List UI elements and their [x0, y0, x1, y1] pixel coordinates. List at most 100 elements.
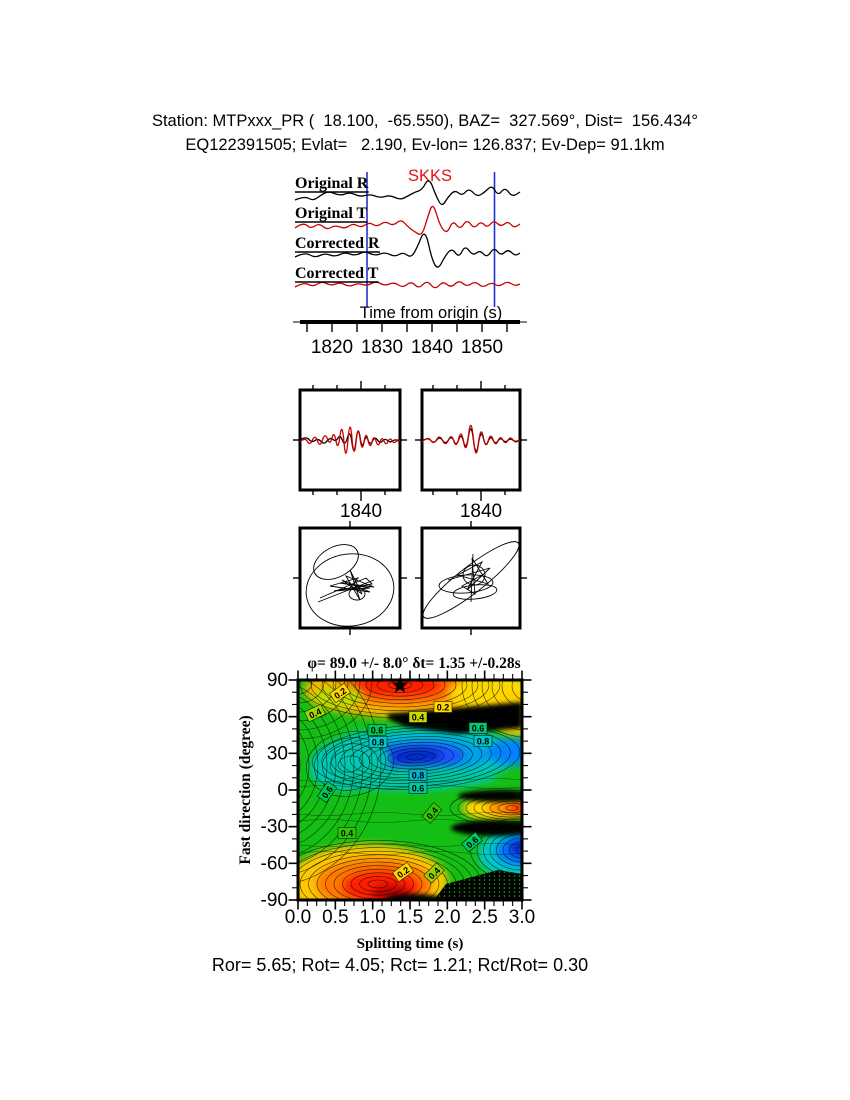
- contour-label-box: [473, 735, 493, 747]
- contour-line: [310, 680, 490, 715]
- contour-label-box: [423, 862, 445, 884]
- contour-line: [521, 683, 522, 689]
- contour-line: [298, 843, 474, 900]
- hodogram-curves: [305, 541, 520, 627]
- contour-line: [298, 749, 301, 781]
- contour-value-label: 0.6: [367, 724, 387, 736]
- contour-line: [378, 744, 454, 770]
- hodo-scribble: [317, 579, 375, 603]
- solution-title: φ= 89.0 +/- 8.0° δt= 1.35 +/-0.28s: [307, 655, 520, 672]
- contour-line: [354, 680, 446, 701]
- y-tick-label: -60: [261, 853, 288, 874]
- contour-line: [376, 680, 424, 693]
- contour-line: [461, 680, 522, 738]
- contour-line: [406, 753, 426, 761]
- contour-value-label: 0.8: [368, 736, 388, 748]
- x-tick-label: 3.0: [509, 907, 535, 928]
- trace-label-original-r: Original R: [295, 175, 369, 192]
- contour-label-text: 0.4: [341, 829, 354, 839]
- y-tick-label: -30: [261, 817, 288, 838]
- contour-line: [298, 840, 482, 900]
- contour-line: [306, 731, 394, 797]
- time-axis-tick-labels: 1820 1830 1840 1850: [311, 337, 503, 358]
- pair-trace-1: [300, 426, 400, 454]
- contour-color-blob: [509, 803, 522, 813]
- hodogram-group: [305, 544, 395, 627]
- contour-line: [316, 858, 440, 900]
- time-tick-label: 1850: [461, 337, 503, 358]
- time-tick-label: 1820: [311, 337, 353, 358]
- contour-line: [299, 680, 501, 719]
- contour-line: [359, 876, 397, 892]
- contour-line: [457, 792, 522, 824]
- contour-line: [332, 680, 468, 708]
- contour-label-box: [468, 722, 488, 734]
- contour-line: [321, 743, 379, 785]
- contour-line: [502, 837, 522, 863]
- pair-trace-group: [422, 424, 520, 454]
- contour-line: [397, 750, 435, 764]
- contour-label-box: [421, 802, 443, 824]
- contour-label-text: 0.2: [437, 703, 450, 713]
- contour-value-label: 0.6: [468, 722, 488, 734]
- x-axis-label: Splitting time (s): [357, 936, 464, 952]
- contour-line: [496, 833, 522, 867]
- hodo-scribble: [319, 569, 375, 601]
- x-tick-label: 1.5: [397, 907, 423, 928]
- contour-label-box: [461, 831, 483, 853]
- x-tick-label: 2.0: [434, 907, 460, 928]
- contour-label-text: 0.8: [412, 771, 425, 781]
- contour-dotted-zone: [434, 870, 522, 900]
- pair-trace-1: [422, 424, 520, 454]
- trace-2: [294, 233, 521, 268]
- y-tick-label: 60: [267, 707, 288, 728]
- contour-line: [509, 841, 522, 859]
- contour-label-box: [368, 736, 388, 748]
- contour-line: [333, 865, 423, 900]
- contour-line: [511, 680, 522, 701]
- y-tick-label: 90: [267, 670, 288, 691]
- contour-label-text: 0.4: [412, 713, 425, 723]
- hodo-loop: [305, 553, 395, 627]
- trace-3: [294, 281, 521, 289]
- corrected-pair-panel: 1840 1840: [293, 381, 527, 522]
- x-tick-label: 1.0: [359, 907, 385, 928]
- y-tick-label: -90: [261, 890, 288, 911]
- contour-line: [501, 680, 522, 709]
- contour-line: [298, 680, 361, 731]
- contour-line: [298, 680, 364, 864]
- contour-label-text: 0.6: [412, 784, 425, 794]
- hodo-loop: [313, 544, 359, 580]
- window-marker-lines: [366, 172, 496, 307]
- contour-line: [471, 680, 522, 731]
- contour-color-blob: [509, 839, 522, 857]
- contour-line: [321, 680, 479, 711]
- contour-line: [298, 851, 522, 855]
- contour-value-label: 0.8: [408, 769, 428, 781]
- x-tick-label: 0.5: [322, 907, 348, 928]
- contour-line: [298, 680, 373, 873]
- contour-tick-labels: 0.0 0.5 1.0 1.5 2.0 2.5 3.0 90 60 30 0 -30 -60 -90: [261, 670, 536, 928]
- hodogram-frames: [293, 521, 527, 635]
- trace-1: [294, 205, 521, 235]
- pair-tick-label-left: 1840: [340, 501, 382, 522]
- contour-line: [387, 747, 445, 767]
- contour-line: [298, 843, 522, 847]
- contour-line: [481, 680, 522, 724]
- contour-line: [298, 706, 328, 824]
- misfit-contour-panel: φ= 89.0 +/- 8.0° δt= 1.35 +/-0.28s Fast …: [237, 655, 536, 952]
- contour-value-label: 0.4: [337, 827, 357, 839]
- hodo-scribble: [447, 557, 491, 595]
- contour-label-text: 0.4: [307, 706, 323, 720]
- time-axis-label: Time from origin (s): [360, 304, 502, 322]
- contour-line: [298, 847, 465, 900]
- hodo-loop: [348, 587, 366, 601]
- contour-line: [325, 861, 431, 900]
- contour-label-box: [367, 724, 387, 736]
- contour-line: [298, 680, 373, 740]
- contour-color-blob: [486, 739, 522, 765]
- contour-label-box: [329, 682, 351, 704]
- pair-tick-label-right: 1840: [460, 501, 502, 522]
- y-tick-label: 30: [267, 743, 288, 764]
- trace-0: [294, 180, 521, 206]
